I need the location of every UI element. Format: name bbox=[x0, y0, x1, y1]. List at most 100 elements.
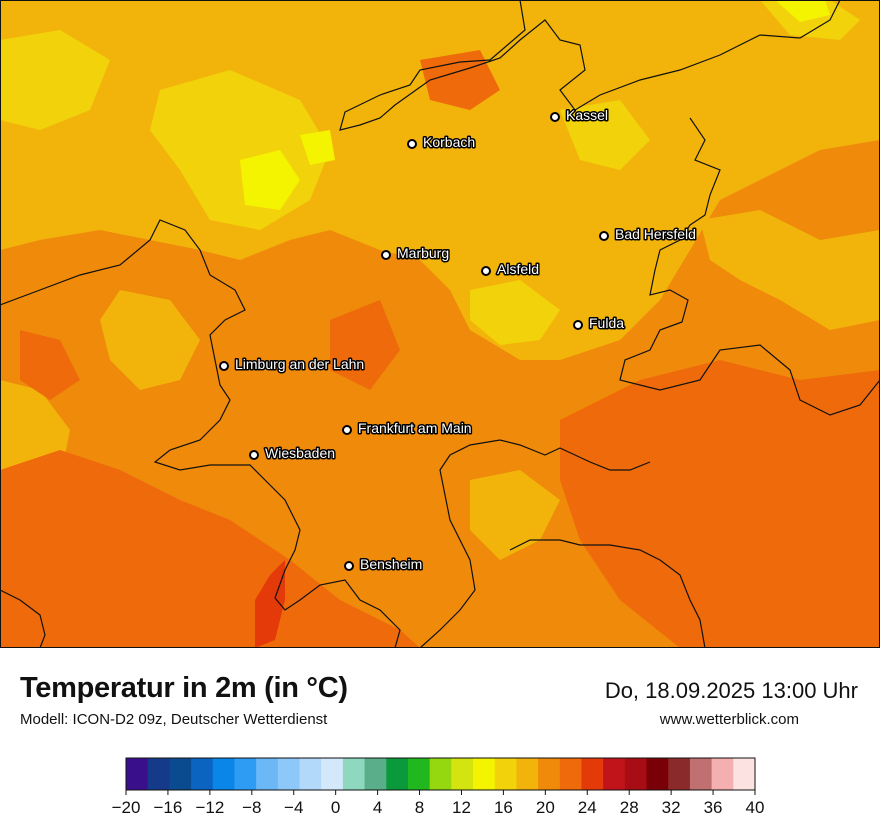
legend-swatch bbox=[256, 758, 279, 790]
city-marker-limburg[interactable]: Limburg an der Lahn bbox=[219, 355, 366, 374]
legend-swatch bbox=[668, 758, 691, 790]
legend-tick-label: 40 bbox=[746, 798, 765, 817]
legend-swatch bbox=[321, 758, 344, 790]
city-label: Limburg an der Lahn bbox=[235, 356, 364, 372]
legend-tick-label: 0 bbox=[331, 798, 340, 817]
legend-swatch bbox=[126, 758, 149, 790]
legend-tick-label: 28 bbox=[620, 798, 639, 817]
city-marker-bensheim[interactable]: Bensheim bbox=[344, 555, 424, 574]
legend-swatch bbox=[191, 758, 214, 790]
city-label: Fulda bbox=[589, 315, 624, 331]
temp-zone-24-26 bbox=[20, 330, 80, 400]
legend-swatch bbox=[451, 758, 474, 790]
legend-tick-label: 4 bbox=[373, 798, 382, 817]
state-border bbox=[509, 539, 706, 648]
city-label: Korbach bbox=[423, 134, 475, 150]
city-marker-wiesbaden[interactable]: Wiesbaden bbox=[249, 444, 337, 463]
city-marker-marburg[interactable]: Marburg bbox=[381, 244, 451, 263]
legend-tick-label: 16 bbox=[494, 798, 513, 817]
temp-zone-26-28 bbox=[255, 560, 285, 648]
city-marker-bad-hersfeld[interactable]: Bad Hersfeld bbox=[599, 225, 697, 244]
legend-tick-label: 12 bbox=[452, 798, 471, 817]
city-marker-frankfurt[interactable]: Frankfurt am Main bbox=[342, 419, 473, 438]
legend-tick-label: −16 bbox=[154, 798, 183, 817]
map-title: Temperatur in 2m (in °C) bbox=[20, 672, 348, 704]
temp-zone-24-26 bbox=[560, 360, 880, 648]
forecast-datetime: Do, 18.09.2025 13:00 Uhr bbox=[604, 678, 858, 703]
city-dot bbox=[219, 361, 229, 371]
temp-zone-16-18 bbox=[300, 130, 335, 165]
city-dot bbox=[481, 266, 491, 276]
legend-swatch bbox=[342, 758, 366, 790]
temp-zone-18-20 bbox=[0, 30, 110, 130]
legend-swatches bbox=[126, 758, 756, 790]
legend-swatch bbox=[624, 758, 648, 790]
legend-swatch bbox=[212, 758, 235, 790]
legend-swatch bbox=[234, 758, 257, 790]
color-legend: −20 −16 −12 −8 −4 0 4 8 12 16 20 24 28 32 36 40 bbox=[112, 757, 765, 817]
temp-zone-24-26 bbox=[0, 450, 420, 648]
city-dot bbox=[381, 250, 391, 260]
city-dot bbox=[599, 231, 609, 241]
city-dot bbox=[344, 561, 354, 571]
city-label: Wiesbaden bbox=[265, 445, 335, 461]
legend-swatch bbox=[277, 758, 301, 790]
legend-swatch bbox=[689, 758, 713, 790]
legend-ticks: −20 −16 −12 −8 −4 0 4 8 12 16 20 24 28 32 36 40 bbox=[112, 790, 765, 817]
legend-tick-label: 36 bbox=[704, 798, 723, 817]
legend-swatch bbox=[473, 758, 496, 790]
temp-zone-20-22 bbox=[470, 470, 560, 560]
legend-swatch bbox=[646, 758, 669, 790]
city-marker-alsfeld[interactable]: Alsfeld bbox=[481, 260, 541, 279]
state-border bbox=[0, 589, 46, 648]
legend-frame bbox=[125, 757, 756, 791]
city-marker-kassel[interactable]: Kassel bbox=[550, 106, 610, 125]
temp-zone-18-20 bbox=[470, 280, 560, 345]
state-border bbox=[619, 117, 880, 416]
city-label: Bad Hersfeld bbox=[615, 226, 696, 242]
legend-tick-label: 20 bbox=[536, 798, 555, 817]
legend-swatch bbox=[494, 758, 517, 790]
state-border bbox=[0, 219, 401, 648]
state-border bbox=[419, 439, 651, 648]
city-dot bbox=[573, 320, 583, 330]
legend-swatch bbox=[147, 758, 170, 790]
city-marker-korbach[interactable]: Korbach bbox=[407, 133, 477, 152]
model-info: Modell: ICON-D2 09z, Deutscher Wetterdie… bbox=[20, 711, 328, 728]
city-label: Alsfeld bbox=[497, 261, 539, 277]
legend-tick-label: 8 bbox=[415, 798, 424, 817]
legend-swatch bbox=[169, 758, 192, 790]
legend-tick-label: −12 bbox=[195, 798, 224, 817]
temp-zone-16-18 bbox=[775, 0, 830, 22]
temp-zone-24-26 bbox=[330, 300, 400, 390]
temp-zone-20-22 bbox=[700, 210, 880, 330]
legend-tick-label: −4 bbox=[284, 798, 303, 817]
legend-swatch bbox=[581, 758, 604, 790]
legend-swatch bbox=[559, 758, 582, 790]
city-marker-fulda[interactable]: Fulda bbox=[573, 314, 626, 333]
city-dot bbox=[249, 450, 259, 460]
legend-swatch bbox=[711, 758, 734, 790]
legend-tick-label: 24 bbox=[578, 798, 597, 817]
legend-swatch bbox=[603, 758, 626, 790]
temp-zone-16-18 bbox=[240, 150, 300, 210]
city-label: Marburg bbox=[397, 245, 449, 261]
legend-tick-label: −8 bbox=[242, 798, 261, 817]
legend-swatch bbox=[299, 758, 322, 790]
temp-zone-20-22 bbox=[100, 290, 200, 390]
legend-swatch bbox=[429, 758, 452, 790]
legend-swatch bbox=[407, 758, 431, 790]
state-border bbox=[339, 0, 841, 131]
city-label: Kassel bbox=[566, 107, 608, 123]
legend-swatch bbox=[386, 758, 409, 790]
website-link[interactable]: www.wetterblick.com bbox=[659, 711, 799, 728]
legend-swatch bbox=[364, 758, 387, 790]
city-label: Bensheim bbox=[360, 556, 422, 572]
legend-tick-label: −20 bbox=[112, 798, 141, 817]
legend-tick-label: 32 bbox=[662, 798, 681, 817]
city-label: Frankfurt am Main bbox=[358, 420, 472, 436]
legend-swatch bbox=[733, 758, 756, 790]
city-dot bbox=[342, 425, 352, 435]
legend-swatch bbox=[538, 758, 561, 790]
temperature-map[interactable]: Kassel Korbach Bad Hersfeld Marburg Alsf… bbox=[0, 0, 880, 648]
